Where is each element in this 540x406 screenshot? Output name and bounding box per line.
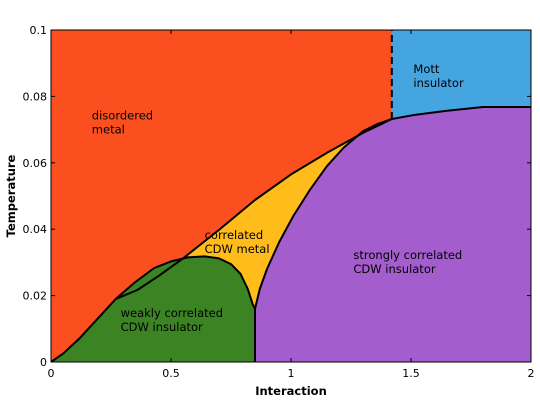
boundary-metal-boundary	[51, 118, 393, 362]
label-mott-insulator: Mott insulator	[413, 62, 464, 90]
y-tick-label: 0.02	[23, 290, 48, 303]
label-correlated-cdw-metal: correlated CDW metal	[205, 228, 270, 256]
x-tick-label: 0	[48, 367, 55, 380]
y-tick-label: 0.1	[30, 24, 48, 37]
x-tick-label: 2	[528, 367, 535, 380]
x-axis-title: Interaction	[255, 384, 327, 398]
boundary-strong-insulator-boundary	[254, 106, 531, 310]
y-tick-label: 0.06	[23, 157, 48, 170]
x-tick-label: 0.5	[162, 367, 180, 380]
label-disordered-metal: disordered metal	[92, 109, 153, 137]
label-weakly-correlated-cdw-insulator: weakly correlated CDW insulator	[121, 306, 223, 334]
y-tick-label: 0.08	[23, 90, 48, 103]
label-strongly-correlated-cdw-insulator: strongly correlated CDW insulator	[353, 248, 462, 276]
x-tick-label: 1.5	[402, 367, 420, 380]
x-tick-label: 1	[288, 367, 295, 380]
y-tick-label: 0.04	[23, 223, 48, 236]
y-axis-title: Temperature	[4, 154, 18, 237]
y-tick-label: 0	[40, 356, 47, 369]
boundary-weak-insulator-dome	[114, 255, 256, 310]
